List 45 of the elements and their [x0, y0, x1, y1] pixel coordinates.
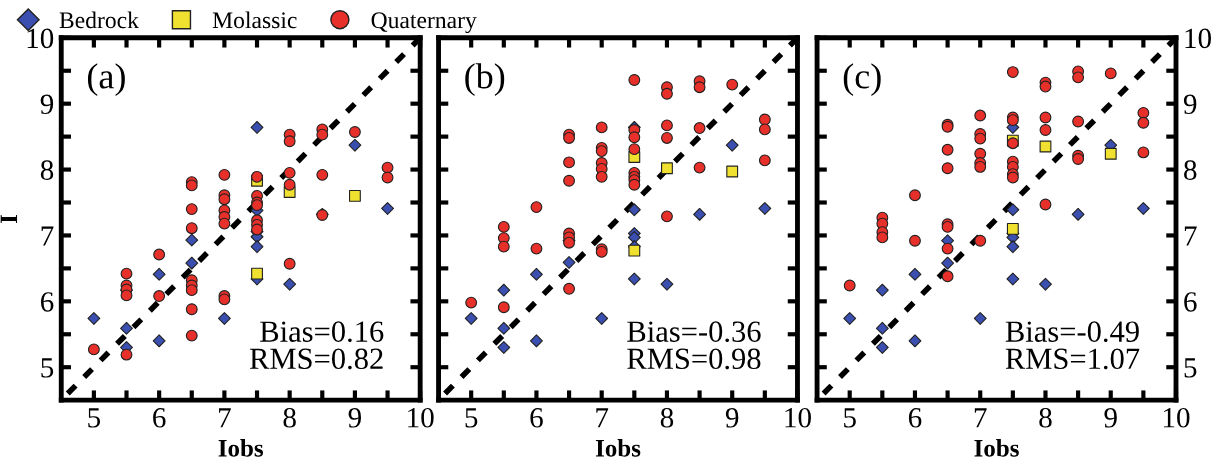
x-tick-label: 7 — [596, 408, 609, 428]
x-tick-label: 10 — [785, 407, 811, 428]
x-tick-label: 6 — [530, 408, 543, 428]
x-tick-label: 7 — [974, 408, 987, 428]
annotation: RMS=0.82 — [249, 348, 383, 370]
y-tick-label: 6 — [1184, 292, 1197, 312]
annotation: RMS=0.98 — [627, 348, 761, 370]
y-axis-title: I — [0, 214, 18, 223]
y-tick-label: 7 — [1184, 226, 1197, 246]
x-tick-label: 10 — [408, 407, 434, 428]
x-tick-label: 8 — [283, 407, 296, 428]
annotation: (a) — [87, 63, 125, 96]
legend-label: Bedrock — [59, 11, 139, 29]
annotation: (c) — [843, 63, 881, 96]
x-axis-title: Iobs — [974, 439, 1019, 457]
annotation: RMS=1.07 — [1005, 348, 1140, 370]
annotation: (b) — [465, 63, 505, 96]
y-tick-label: 7 — [41, 226, 54, 246]
y-tick-label: 9 — [1183, 94, 1197, 115]
y-tick-label: 6 — [40, 292, 54, 312]
x-axis-title: Iobs — [218, 439, 264, 457]
annotation: Bias=0.16 — [260, 321, 384, 343]
annotation: Bias=-0.36 — [627, 321, 761, 343]
y-tick-label: 8 — [40, 160, 54, 180]
x-tick-label: 6 — [908, 408, 922, 428]
legend-label: Molassic — [212, 11, 297, 29]
x-tick-label: 5 — [465, 408, 478, 428]
x-tick-label: 8 — [660, 407, 674, 428]
y-tick-label: 5 — [41, 358, 54, 378]
x-tick-label: 6 — [153, 408, 166, 428]
x-tick-label: 5 — [844, 408, 856, 428]
y-tick-label: 10 — [27, 28, 54, 49]
y-tick-label: 8 — [1184, 160, 1197, 180]
y-tick-label: 10 — [1185, 28, 1211, 49]
x-tick-label: 9 — [725, 408, 739, 428]
x-tick-label: 8 — [1039, 407, 1052, 428]
x-tick-label: 5 — [88, 408, 101, 428]
x-tick-label: 7 — [219, 408, 231, 428]
x-axis-title: Iobs — [595, 439, 641, 457]
x-tick-label: 9 — [348, 408, 362, 428]
legend-label: Quaternary — [371, 12, 477, 34]
x-tick-label: 9 — [1104, 408, 1117, 428]
annotation: Bias=-0.49 — [1005, 321, 1139, 343]
y-tick-label: 9 — [40, 94, 54, 115]
y-tick-label: 5 — [1184, 358, 1197, 378]
